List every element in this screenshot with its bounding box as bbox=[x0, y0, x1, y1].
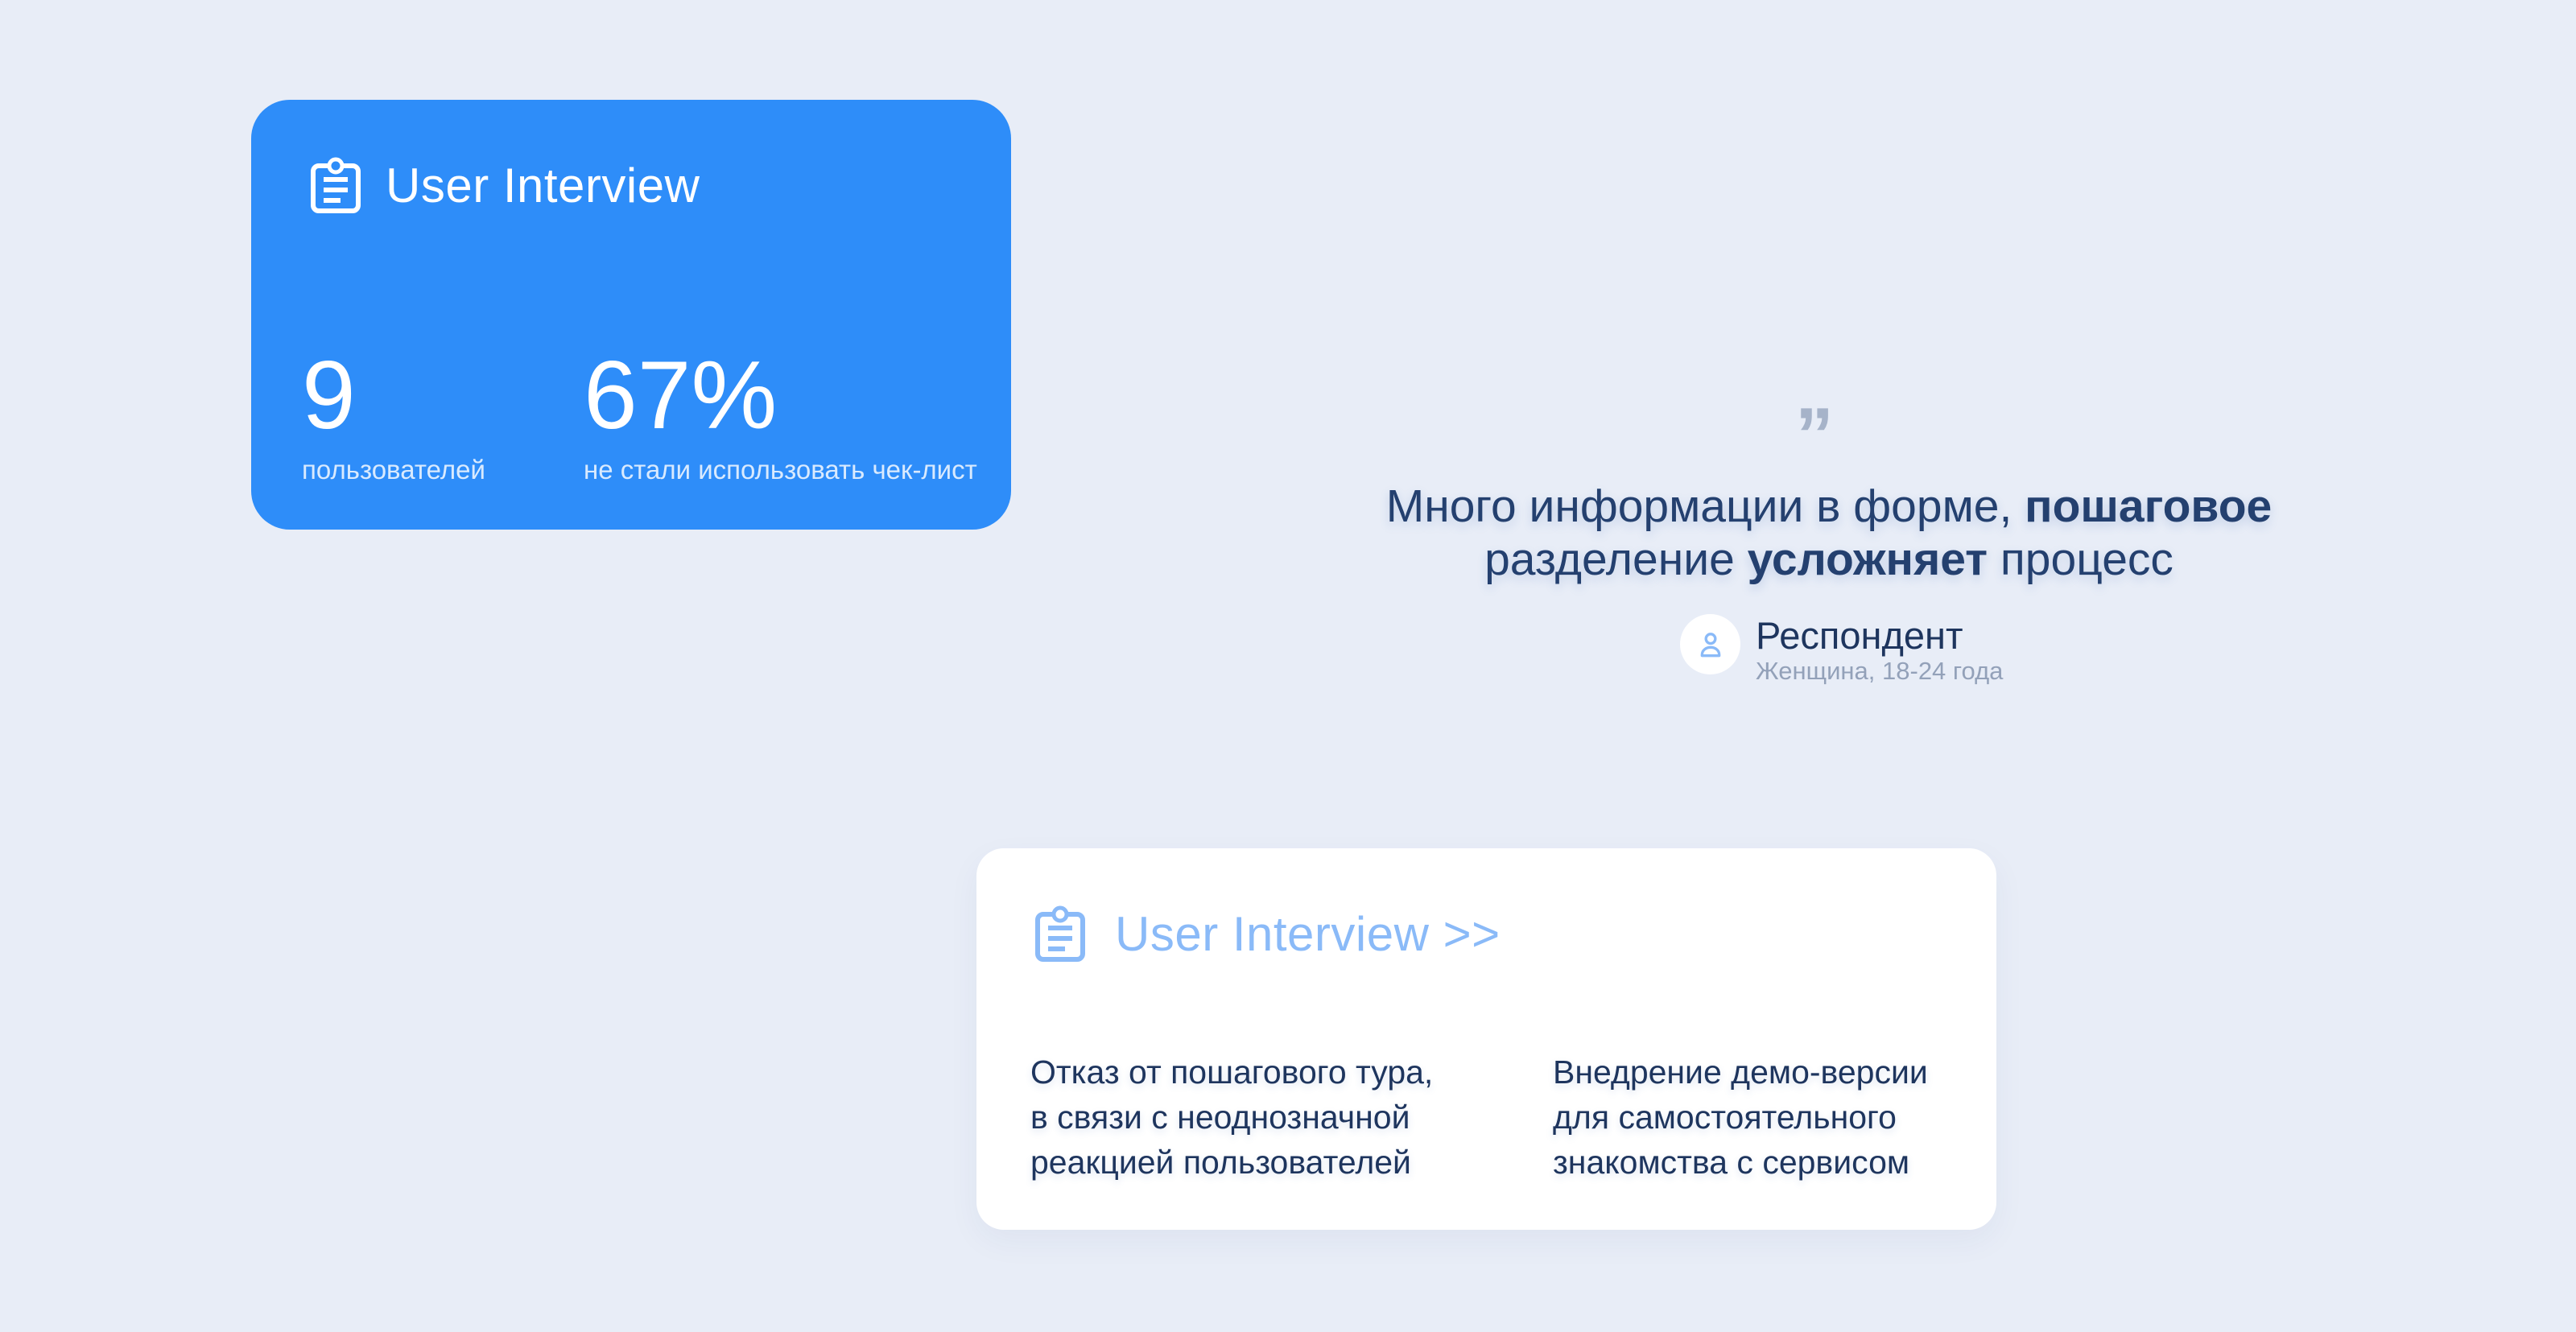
quote-mark: ” bbox=[1795, 392, 1834, 478]
insight-line: Внедрение демо-версии bbox=[1553, 1054, 1928, 1091]
insight-line: знакомства с сервисом bbox=[1553, 1144, 1910, 1181]
quote-line2-bold: усложняет bbox=[1747, 534, 1988, 585]
quote-text: Много информации в форме, пошаговое разд… bbox=[1378, 480, 2280, 586]
insight-card-header: User Interview >> bbox=[1034, 901, 1501, 966]
author-meta: Респондент Женщина, 18-24 года bbox=[1756, 614, 2003, 685]
clipboard-icon bbox=[1035, 905, 1085, 962]
insight-line: реакцией пользователей bbox=[1030, 1144, 1411, 1181]
quote-line1-normal: Много информации в форме, bbox=[1385, 480, 2025, 532]
insight-line: для самостоятельного bbox=[1553, 1099, 1897, 1136]
stat-card-header: User Interview bbox=[310, 151, 700, 219]
stat-card-title: User Interview bbox=[386, 158, 700, 212]
insight-card: User Interview >> Отказ от пошагового ту… bbox=[976, 848, 1996, 1230]
insight-line: в связи с неоднозначной bbox=[1030, 1099, 1410, 1136]
quote-author: Респондент Женщина, 18-24 года bbox=[1680, 614, 2003, 685]
clipboard-icon bbox=[311, 157, 361, 213]
stat-value: 9 bbox=[302, 341, 356, 449]
author-name: Респондент bbox=[1756, 614, 1963, 657]
stat-label: не стали использовать чек-лист bbox=[584, 455, 977, 485]
stat-card: User Interview 9 пользователей 67% не ст… bbox=[251, 100, 1011, 530]
insight-column: Внедрение демо-версии для самостоятельно… bbox=[1553, 1050, 1928, 1185]
quote-line2-pre: разделение bbox=[1484, 534, 1748, 585]
author-details: Женщина, 18-24 года bbox=[1756, 657, 2004, 685]
person-icon bbox=[1700, 632, 1720, 657]
stat-label: пользователей bbox=[302, 455, 485, 485]
insight-card-title: User Interview >> bbox=[1115, 906, 1501, 961]
quote-line1-bold: пошаговое bbox=[2025, 480, 2273, 532]
insight-column: Отказ от пошагового тура, в связи с неод… bbox=[1030, 1050, 1433, 1185]
quote-line2-post: процесс bbox=[1988, 534, 2174, 585]
stat-value: 67% bbox=[584, 341, 778, 449]
avatar bbox=[1680, 614, 1740, 674]
insight-line: Отказ от пошагового тура, bbox=[1030, 1054, 1434, 1091]
